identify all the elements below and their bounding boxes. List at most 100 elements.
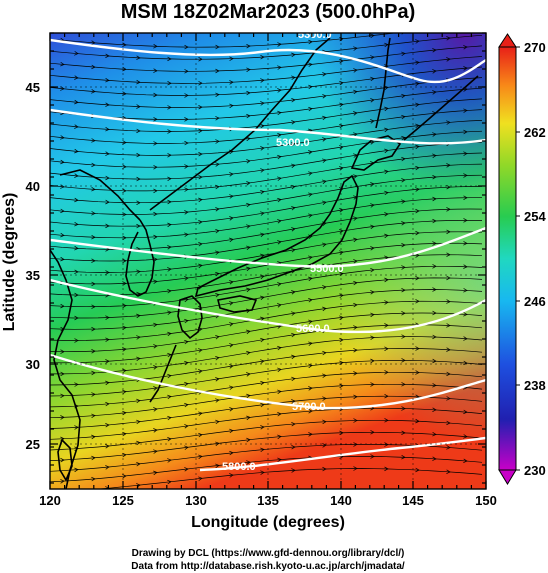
wind-arrowhead — [167, 394, 172, 400]
wind-arrowhead — [308, 255, 313, 260]
wind-arrowhead — [463, 434, 468, 439]
contour-label-5800: 5800.0 — [222, 461, 256, 473]
wind-arrowhead — [463, 45, 468, 50]
wind-arrowhead — [215, 292, 220, 298]
wind-arrowhead — [308, 234, 313, 239]
coastline-manchuria — [59, 169, 141, 221]
height-contours — [50, 38, 486, 472]
wind-arrowhead — [353, 259, 358, 264]
wind-arrowhead — [246, 393, 251, 399]
wind-arrowhead — [277, 197, 282, 203]
wind-arrowhead — [415, 165, 420, 171]
wind-arrowhead — [260, 146, 265, 151]
wind-arrowhead — [74, 222, 79, 227]
wind-arrowhead — [215, 116, 220, 121]
wind-arrowhead — [415, 418, 420, 424]
coastline-kyushu — [177, 295, 203, 340]
wind-arrowhead — [401, 114, 406, 120]
wind-arrowhead — [322, 72, 327, 77]
wind-arrowhead — [167, 176, 172, 182]
contour-labels: 5300.0 5300.0 5500.0 5600.0 5700.0 5800.… — [222, 33, 344, 473]
wind-arrowhead — [463, 312, 468, 317]
wind-arrowhead — [91, 89, 96, 94]
streamline — [50, 300, 483, 341]
wind-arrowhead — [184, 381, 189, 387]
wind-arrowhead — [153, 386, 158, 391]
wind-arrowhead — [184, 44, 189, 50]
wind-arrowhead — [105, 127, 110, 132]
y-tick-label-45: 45 — [26, 80, 40, 95]
wind-arrowhead — [229, 364, 234, 369]
wind-arrowhead — [432, 48, 437, 53]
colorbar: 270 262 254 246 238 230 — [498, 33, 546, 485]
wind-arrowhead — [353, 325, 358, 330]
wind-arrowhead — [415, 230, 420, 236]
wind-arrowhead — [384, 212, 389, 217]
wind-arrowhead — [432, 264, 437, 269]
wind-arrowhead — [308, 150, 313, 155]
wind-arrowhead — [308, 213, 313, 218]
wind-arrowhead — [153, 365, 158, 370]
wind-arrowhead — [184, 232, 189, 237]
wind-arrowhead — [74, 292, 79, 298]
credit-data: Data from http://database.rish.kyoto-u.a… — [131, 561, 405, 572]
wind-arrowhead — [370, 290, 375, 295]
wind-arrowhead — [229, 473, 234, 478]
x-axis-label: Longitude (degrees) — [191, 514, 345, 531]
wind-arrowhead — [446, 163, 451, 168]
wind-arrowhead — [215, 44, 220, 50]
colorbar-tick-238: 238 — [524, 378, 546, 393]
wind-arrowhead — [229, 237, 234, 243]
wind-arrowhead — [246, 181, 251, 186]
wind-arrowhead — [246, 159, 251, 164]
colorbar-tick-254: 254 — [524, 209, 546, 224]
wind-arrowhead — [246, 224, 251, 229]
wind-arrowhead — [198, 151, 203, 157]
streamline — [50, 265, 483, 308]
wind-arrowhead — [432, 69, 437, 74]
wind-arrowhead — [215, 377, 220, 382]
wind-arrowhead — [322, 306, 327, 312]
x-tick-label-145: 145 — [402, 493, 424, 508]
wind-arrowhead — [122, 42, 127, 47]
wind-arrowhead — [229, 322, 234, 327]
wind-arrowhead — [308, 341, 313, 346]
wind-arrowhead — [446, 275, 451, 281]
wind-arrowhead — [136, 104, 141, 109]
wind-arrowhead — [322, 443, 327, 448]
wind-arrowhead — [246, 415, 251, 421]
wind-arrowhead — [167, 436, 172, 442]
wind-arrowhead — [401, 454, 406, 460]
wind-arrowhead — [384, 418, 389, 423]
wind-arrowhead — [353, 466, 358, 471]
wind-arrowhead — [446, 120, 451, 125]
wind-arrowhead — [60, 349, 65, 354]
streamline — [50, 383, 483, 419]
wind-arrowhead — [246, 460, 251, 465]
wind-arrowhead — [91, 258, 96, 263]
wind-arrowhead — [167, 310, 172, 315]
wind-arrowhead — [184, 339, 189, 345]
wind-arrowhead — [229, 301, 234, 306]
wind-arrowhead — [384, 442, 389, 447]
plot-area: 5300.0 5300.0 5500.0 5600.0 5700.0 5800.… — [50, 33, 486, 489]
wind-arrowhead — [415, 208, 420, 214]
wind-arrowhead — [184, 210, 189, 215]
wind-arrowhead — [260, 359, 265, 364]
contour-5600 — [50, 278, 486, 334]
wind-arrowhead — [167, 331, 172, 337]
colorbar-tick-262: 262 — [524, 125, 546, 140]
wind-arrowhead — [415, 467, 420, 473]
wind-arrowhead — [432, 334, 437, 340]
wind-arrowhead — [136, 419, 141, 425]
wind-arrowhead — [91, 138, 96, 143]
wind-arrowhead — [215, 92, 220, 97]
wind-arrowhead — [153, 141, 158, 146]
streamline — [50, 395, 483, 429]
wind-arrowhead — [463, 409, 468, 415]
wind-arrowhead — [153, 279, 158, 284]
wind-arrowhead — [60, 208, 65, 214]
wind-arrowhead — [463, 288, 468, 293]
coastline-korea — [125, 219, 155, 297]
wind-arrowhead — [277, 367, 282, 372]
